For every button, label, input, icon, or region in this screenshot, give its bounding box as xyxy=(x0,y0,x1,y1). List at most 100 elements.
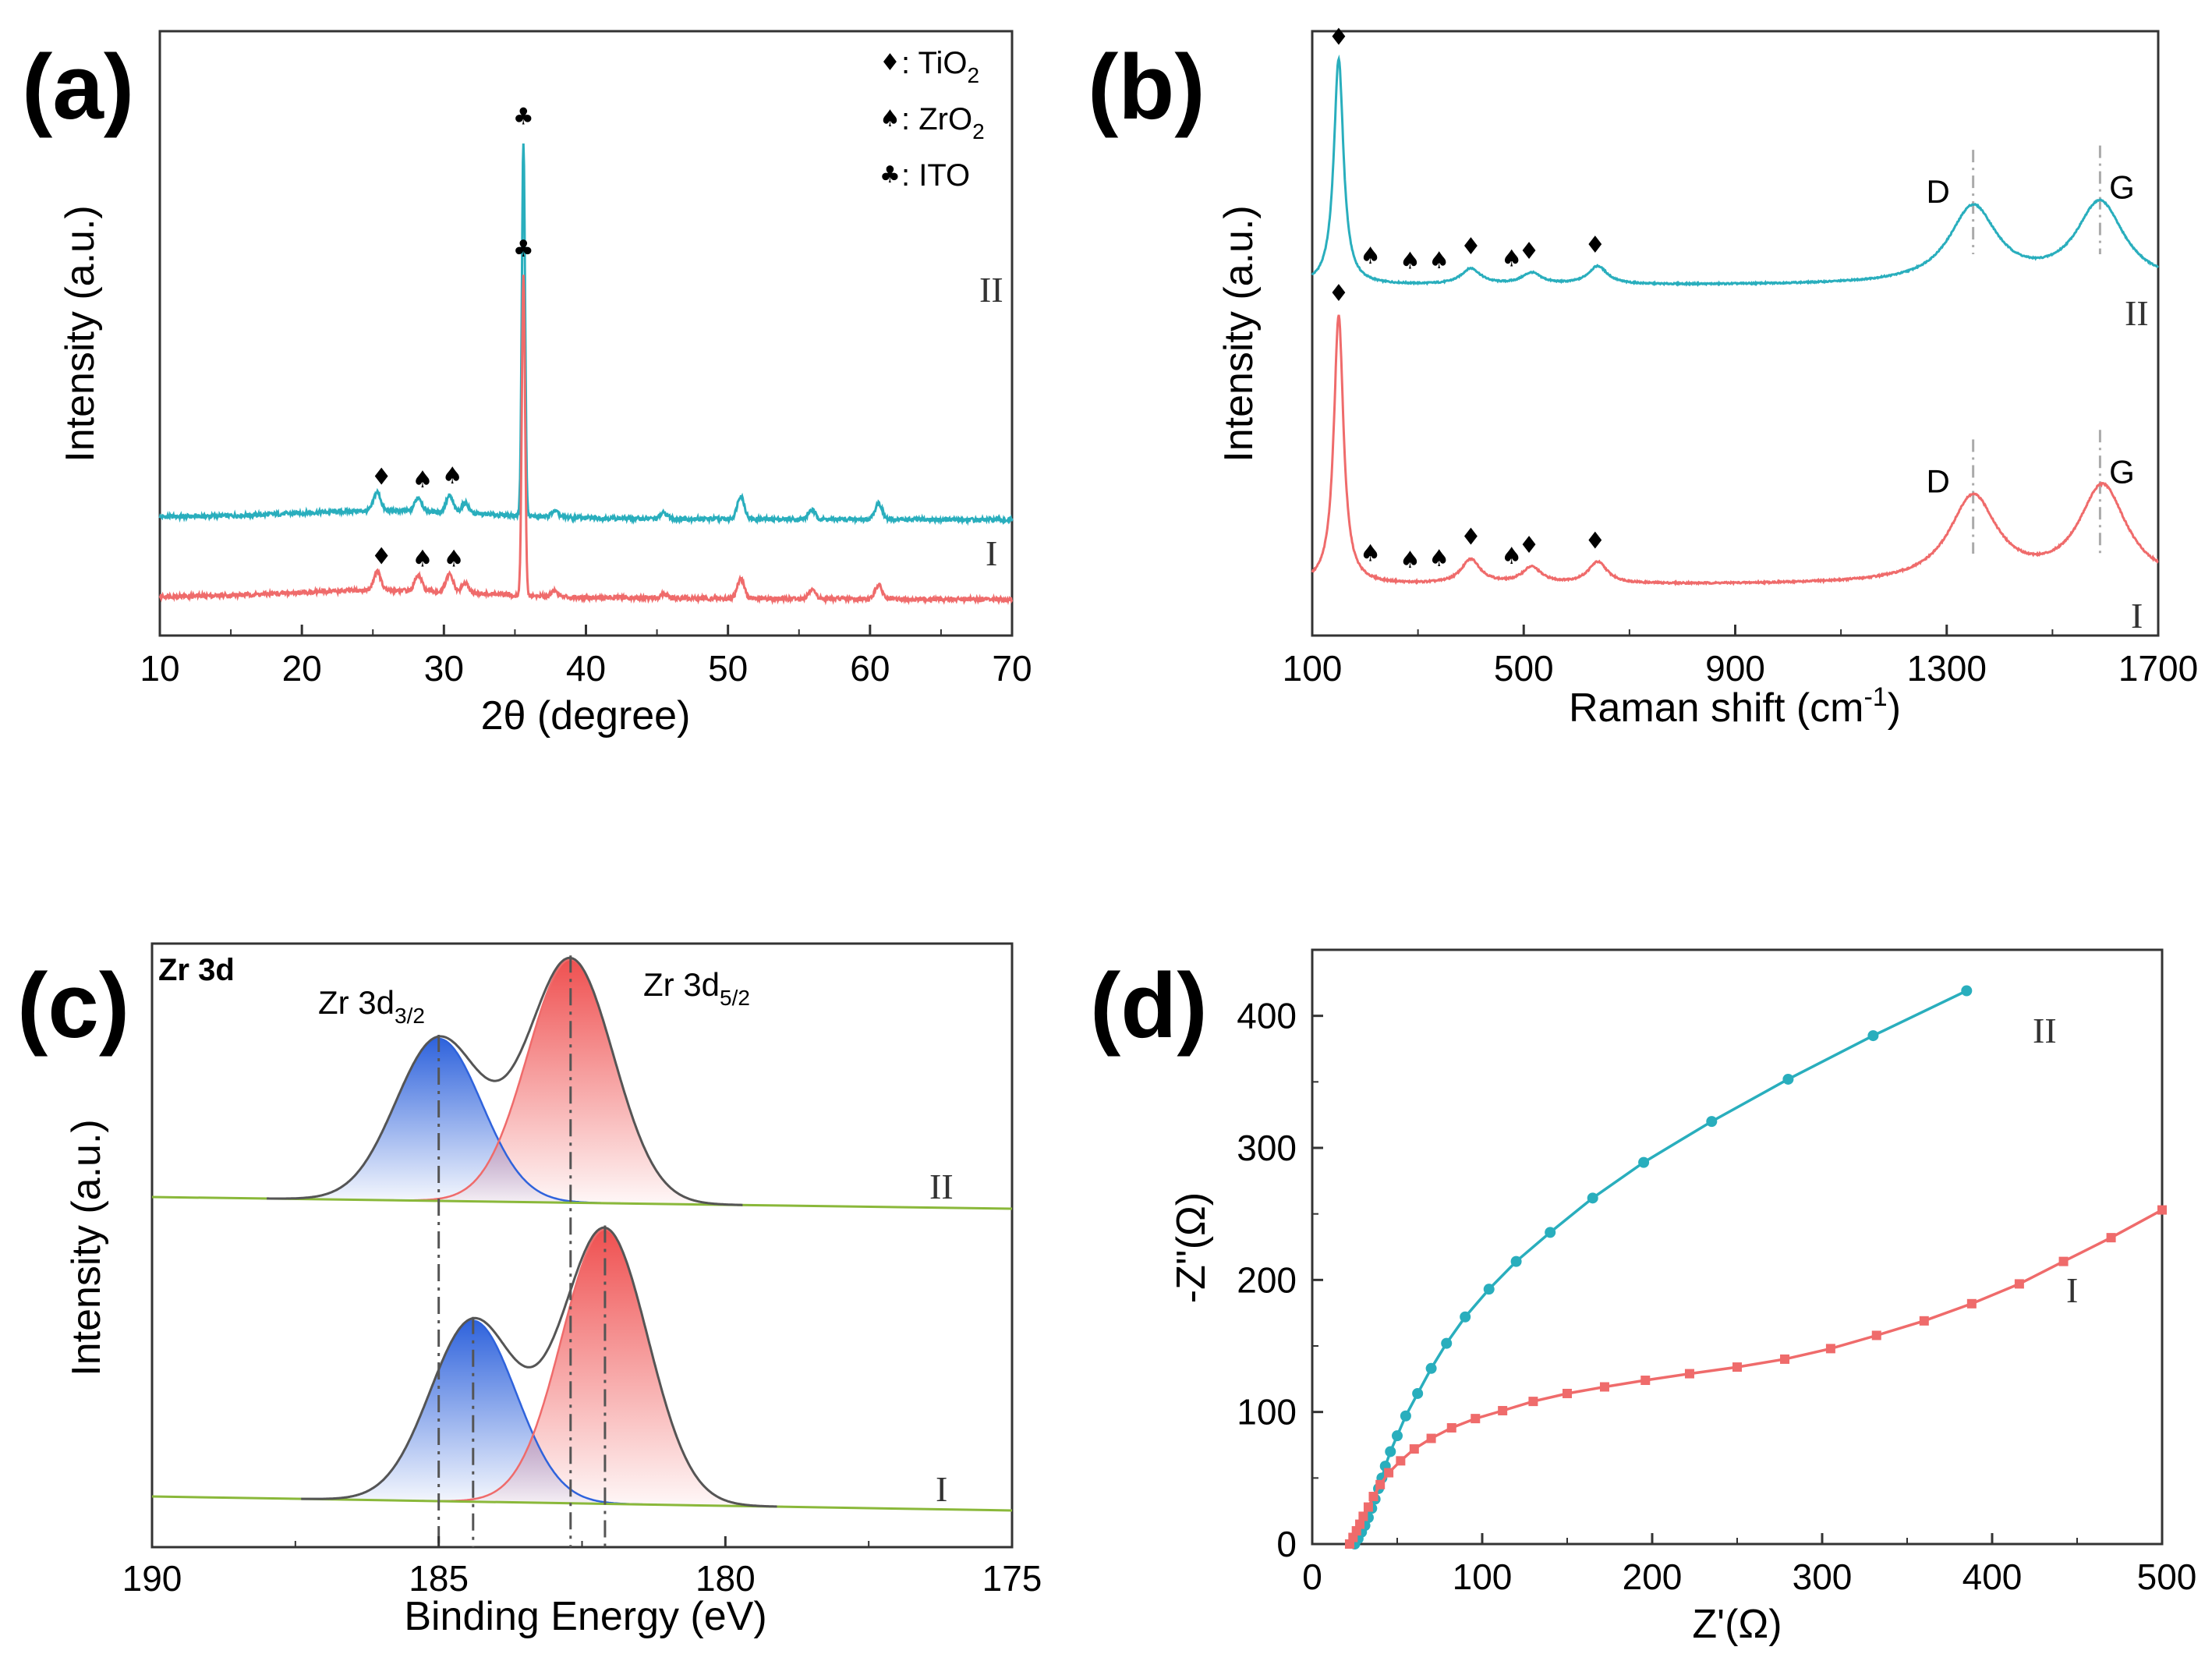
raman-series-group xyxy=(1311,54,2160,586)
raman-line-II xyxy=(1311,54,2160,288)
eis-point-I-13 xyxy=(1471,1414,1481,1424)
legend-text-ito: : ITO xyxy=(901,158,970,193)
legend-item-zro2: ♠ : ZrO2 xyxy=(879,102,985,143)
xps-envelope-I xyxy=(301,1226,777,1508)
eis-point-I-8 xyxy=(1384,1468,1394,1478)
legend-a: ♦ : TiO2 ♠ : ZrO2 ♣ : ITO xyxy=(879,46,985,193)
xrd-marker-5: ♠ xyxy=(412,545,434,572)
eis-point-I-18 xyxy=(1640,1376,1651,1386)
legend-text-zro2: : ZrO xyxy=(901,102,972,136)
xrd-marker-0: ♦ xyxy=(371,463,392,491)
y-axis-label-a: Intensity (a.u.) xyxy=(58,205,103,462)
xtick-label-c-190: 190 xyxy=(122,1558,182,1599)
eis-point-I-11 xyxy=(1426,1433,1436,1443)
eis-point-I-9 xyxy=(1396,1456,1406,1466)
eis-point-II-13 xyxy=(1412,1387,1424,1399)
xtick-label-a-70: 70 xyxy=(992,648,1032,689)
eis-point-I-10 xyxy=(1409,1444,1419,1454)
eis-point-II-16 xyxy=(1460,1311,1471,1323)
raman-marker-I-5: ♠ xyxy=(1501,543,1522,570)
xtick-label-b-500: 500 xyxy=(1494,648,1554,689)
xtick-label-c-175: 175 xyxy=(982,1558,1042,1599)
x-axis-label-b: Raman shift (cm-1) xyxy=(1569,682,1901,731)
raman-line-I xyxy=(1311,314,2159,586)
eis-point-II-25 xyxy=(1961,985,1973,997)
xtick-label-d-500: 500 xyxy=(2137,1557,2197,1597)
eis-point-I-28 xyxy=(2106,1233,2116,1243)
xtick-label-a-50: 50 xyxy=(708,648,748,689)
xtick-label-a-40: 40 xyxy=(566,648,606,689)
raman-marker-II-0: ♦ xyxy=(1328,23,1349,51)
xtick-label-a-10: 10 xyxy=(140,648,179,689)
xrd-marker-3: ♣ xyxy=(513,104,534,131)
eis-point-I-3 xyxy=(1355,1519,1365,1529)
eis-point-II-18 xyxy=(1510,1255,1522,1267)
panel-c: (c) Zr 3d 190 185 180 175 Zr 3d3/2 Zr 3d5/2… xyxy=(17,942,1042,1639)
ytick-label-d-100: 100 xyxy=(1237,1392,1297,1433)
eis-point-I-26 xyxy=(2014,1279,2024,1289)
xrd-marker-2: ♠ xyxy=(442,462,463,490)
panel-label-a: (a) xyxy=(22,36,134,139)
eis-point-I-12 xyxy=(1446,1422,1456,1433)
xrd-marker-6: ♠ xyxy=(444,546,465,573)
eis-point-I-21 xyxy=(1780,1354,1790,1364)
xtick-label-a-20: 20 xyxy=(282,648,322,689)
eis-point-I-14 xyxy=(1498,1405,1508,1415)
eis-point-I-20 xyxy=(1732,1362,1742,1372)
eis-point-I-5 xyxy=(1363,1502,1373,1512)
xtick-label-d-300: 300 xyxy=(1793,1557,1853,1597)
raman-marker-I-7: ♦ xyxy=(1584,528,1605,555)
xtick-label-a-30: 30 xyxy=(424,648,464,689)
series-label-d-i: I xyxy=(2066,1270,2078,1310)
panel-label-d: (d) xyxy=(1090,954,1208,1057)
series-label-d-ii: II xyxy=(2033,1011,2057,1050)
legend-symbol-club: ♣ xyxy=(879,161,901,189)
eis-point-I-15 xyxy=(1528,1397,1538,1407)
band-label-D-II: D xyxy=(1926,173,1949,210)
xtick-label-d-400: 400 xyxy=(1962,1557,2023,1597)
eis-point-I-6 xyxy=(1368,1492,1379,1502)
eis-point-II-21 xyxy=(1638,1156,1650,1168)
legend-item-tio2: ♦ : TiO2 xyxy=(879,46,979,87)
xps-envelope-II xyxy=(267,956,743,1206)
raman-peak-markers: ♦♠ ♠ ♠♦ ♠♦ ♦♦♠ ♠ ♠♦♠♦ ♦ xyxy=(1328,23,1605,573)
series-label-a-ii: II xyxy=(979,270,1003,310)
xps-fill-I-0 xyxy=(289,1320,657,1505)
xrd-marker-1: ♠ xyxy=(412,466,434,494)
raman-marker-II-2: ♠ xyxy=(1400,248,1421,275)
eis-point-II-22 xyxy=(1706,1116,1718,1128)
eis-point-I-24 xyxy=(1919,1316,1929,1326)
series-label-b-i: I xyxy=(2131,596,2143,636)
xrd-peak-markers: ♦ ♠ ♠ ♣ ♦ ♠ ♠ ♣ xyxy=(371,104,534,573)
x-axis-ticks-c: 190 185 180 175 xyxy=(122,1536,1042,1599)
xtick-label-c-185: 185 xyxy=(409,1558,469,1599)
eis-point-I-25 xyxy=(1966,1298,1977,1309)
eis-point-II-20 xyxy=(1587,1192,1598,1204)
xps-component-fills xyxy=(255,959,789,1507)
eis-point-I-29 xyxy=(2157,1205,2167,1215)
raman-marker-I-2: ♠ xyxy=(1400,547,1421,574)
xps-fill-II-0 xyxy=(255,1039,622,1204)
eis-point-II-10 xyxy=(1385,1446,1396,1457)
eis-point-II-12 xyxy=(1400,1410,1411,1422)
ytick-label-d-400: 400 xyxy=(1237,996,1297,1036)
xtick-label-b-900: 900 xyxy=(1705,648,1765,689)
eis-point-II-14 xyxy=(1425,1362,1437,1374)
svg-text:: ZrO2: : ZrO2 xyxy=(901,102,985,143)
xrd-line-I xyxy=(158,274,1014,606)
peak-label-3d52: Zr 3d5/2 xyxy=(643,966,750,1010)
series-label-c-ii: II xyxy=(929,1167,954,1206)
eis-point-II-11 xyxy=(1392,1430,1403,1442)
legend-item-ito: ♣ : ITO xyxy=(879,158,970,193)
panel-a: (a) ♦ ♠ ♠♣♦ ♠ ♠♣ 10 20 30 40 50 60 70 2θ (degree) … xyxy=(22,30,1032,738)
raman-marker-II-1: ♠ xyxy=(1360,243,1381,270)
raman-marker-II-3: ♠ xyxy=(1428,247,1449,274)
series-label-a-i: I xyxy=(986,533,997,573)
eis-point-I-17 xyxy=(1599,1382,1609,1392)
axis-ticks-d: 0 100 200 300 400 500 0 100 200 300 400 xyxy=(1237,949,2197,1597)
raman-marker-II-4: ♦ xyxy=(1460,233,1481,260)
raman-marker-I-4: ♦ xyxy=(1460,524,1481,551)
raman-marker-II-5: ♠ xyxy=(1501,245,1522,272)
xtick-label-c-180: 180 xyxy=(695,1558,756,1599)
